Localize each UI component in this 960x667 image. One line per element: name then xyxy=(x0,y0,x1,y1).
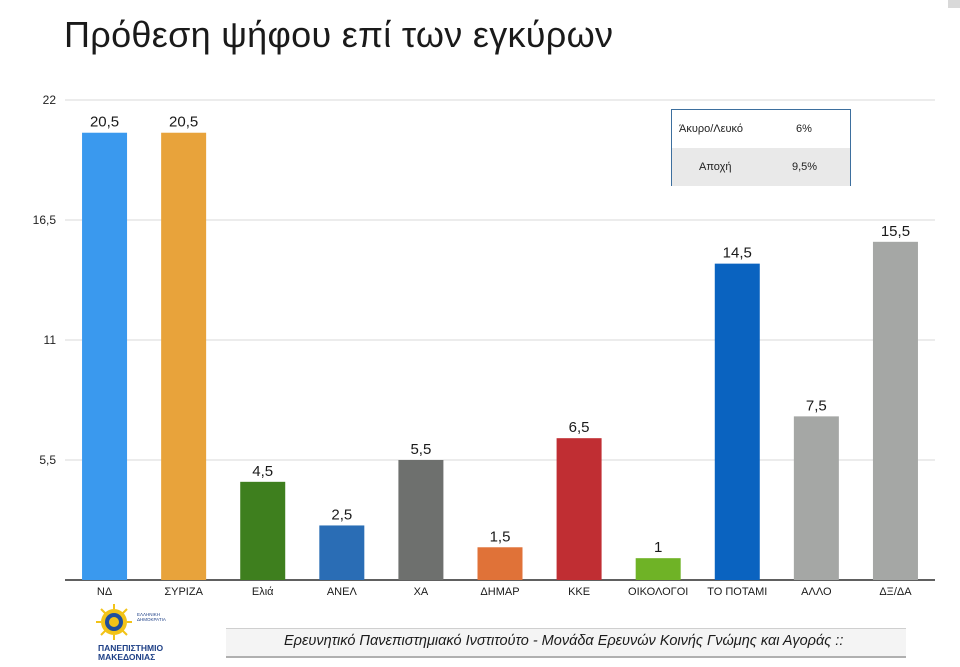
x-tick-label: ΣΥΡΙΖΑ xyxy=(164,586,203,598)
bar-value-label: 15,5 xyxy=(881,223,910,240)
legend-value: 6% xyxy=(796,123,812,135)
y-tick-label: 11 xyxy=(44,333,57,347)
footer-bar xyxy=(226,628,906,658)
legend-label: Αποχή xyxy=(699,161,732,173)
x-tick-label: ΧΑ xyxy=(414,586,429,598)
bar-value-label: 14,5 xyxy=(723,245,752,262)
bar-value-label: 2,5 xyxy=(331,506,352,523)
footer-text: Ερευνητικό Πανεπιστημιακό Ινστιτούτο - Μ… xyxy=(284,633,844,649)
bar-value-label: 1,5 xyxy=(490,528,511,545)
legend-table: Άκυρο/Λευκό 6% Αποχή 9,5% xyxy=(671,109,851,186)
x-tick-label: Ελιά xyxy=(252,586,274,598)
bar xyxy=(714,263,760,580)
bar xyxy=(556,438,602,580)
bar xyxy=(793,416,839,580)
x-tick-label: ΔΞ/ΔΑ xyxy=(879,586,912,598)
bar xyxy=(319,525,365,580)
page-title: Πρόθεση ψήφου επί των εγκύρων xyxy=(64,14,614,55)
bar xyxy=(161,132,207,580)
bar xyxy=(240,481,286,580)
bar-value-label: 20,5 xyxy=(90,114,119,131)
x-tick-label: ΔΗΜΑΡ xyxy=(480,586,519,598)
bar-value-label: 20,5 xyxy=(169,114,198,131)
bar-value-label: 4,5 xyxy=(252,463,273,480)
y-tick-label: 5,5 xyxy=(39,453,56,467)
bar-value-label: 6,5 xyxy=(569,419,590,436)
bar xyxy=(82,132,128,580)
x-tick-label: ΑΝΕΛ xyxy=(327,586,358,598)
window-corner xyxy=(948,0,960,8)
bar-value-label: 5,5 xyxy=(410,441,431,458)
bar xyxy=(477,547,523,580)
logo-small-text: ΕΛΛΗΝΙΚΗ ΔΗΜΟΚΡΑΤΙΑ xyxy=(137,612,166,622)
y-tick-label: 22 xyxy=(43,93,57,107)
x-tick-label: ΟΙΚΟΛΟΓΟΙ xyxy=(628,586,688,598)
bar xyxy=(398,460,444,580)
bar xyxy=(635,558,681,580)
university-logo-icon xyxy=(96,604,132,640)
logo-caption: ΠΑΝΕΠΙΣΤΗΜΙΟ ΜΑΚΕΔΟΝΙΑΣ xyxy=(98,643,164,662)
x-tick-label: ΑΛΛΟ xyxy=(801,586,832,598)
legend-label: Άκυρο/Λευκό xyxy=(679,123,744,135)
bar-value-label: 1 xyxy=(654,539,662,556)
bar-value-label: 7,5 xyxy=(806,397,827,414)
x-tick-label: ΚΚΕ xyxy=(568,586,590,598)
legend-row: Άκυρο/Λευκό 6% xyxy=(672,110,850,149)
legend-value: 9,5% xyxy=(792,161,818,173)
y-tick-label: 16,5 xyxy=(33,213,57,227)
bar xyxy=(872,241,918,580)
x-tick-label: ΤΟ ΠΟΤΑΜΙ xyxy=(707,586,767,598)
legend-row: Αποχή 9,5% xyxy=(672,148,850,186)
x-tick-label: ΝΔ xyxy=(97,586,113,598)
